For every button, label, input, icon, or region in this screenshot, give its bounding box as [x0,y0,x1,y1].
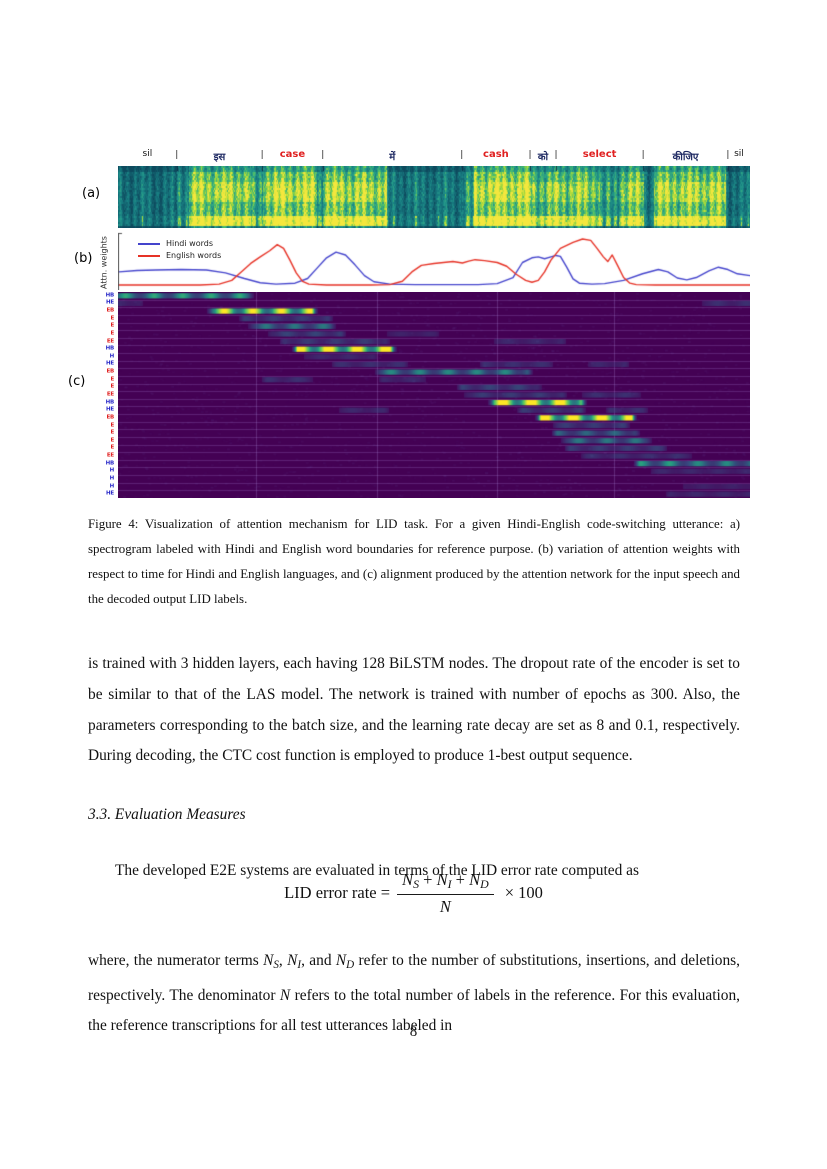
alignment-heatmap [118,292,750,498]
word-boundary-tick: | [321,150,325,160]
body-paragraph-1: is trained with 3 hidden layers, each ha… [88,655,740,765]
panel-c-label: (c) [68,374,86,389]
lid-row-label: EE [106,391,114,398]
word-boundary-tick: | [641,150,645,160]
lid-row-label: E [110,330,114,337]
figure-4: sil इस case में cash को select कीजिए sil | | | | | | | |… [0,146,827,502]
lid-row-label: H [109,475,115,482]
equation-numerator: NS + NI + ND [402,870,489,891]
lid-row-label: H [109,467,115,474]
spectrogram-panel [118,166,750,228]
word-label-row: sil इस case में cash को select कीजिए sil | | | | | | | | [118,148,750,164]
page-number: 8 [409,1024,418,1040]
lid-row-label: HE [106,360,114,367]
lid-row-label: E [110,314,114,321]
legend-label: English words [166,251,222,260]
word-boundary-tick: | [726,150,730,160]
lid-row-label: E [110,444,114,451]
lid-row-label: HB [105,398,115,405]
word-label: sil [734,149,744,159]
word-label: select [582,149,617,160]
lid-row-label: EB [106,368,114,375]
equation-suffix: × 100 [504,883,543,903]
word-label: कीजिए [672,152,699,163]
lid-row-label: E [110,421,114,428]
lid-error-rate-equation: LID error rate = NS + NI + ND N × 100 [0,870,827,917]
plot-legend: Hindi words English words [134,237,226,265]
lid-row-label: EE [106,452,114,459]
word-boundary-tick: | [528,150,532,160]
lid-row-label: HB [105,459,115,466]
lid-row-label: EE [106,337,114,344]
figure-caption: Figure 4: Visualization of attention mec… [88,517,740,606]
word-boundary-tick: | [260,150,264,160]
word-boundary-tick: | [460,150,464,160]
word-label: case [279,149,306,160]
word-label: में [389,152,396,163]
lid-row-label: E [110,383,114,390]
equation-denominator: N [397,893,494,917]
word-label: cash [483,149,509,160]
word-boundary-tick: | [175,150,179,160]
panel-b-label: (b) [74,251,93,266]
body-paragraph-2: The developed E2E systems are evaluated … [115,862,639,880]
attn-weights-axis-label: Attn. weights [99,236,109,289]
lid-row-label: EB [106,307,114,314]
equation-fraction: NS + NI + ND N [397,870,494,917]
word-label: इस [213,152,226,163]
word-label: को [537,152,549,163]
legend-line-swatch [138,254,160,257]
lid-row-label: HE [106,406,114,413]
equation-lhs: LID error rate = [284,883,391,903]
lid-row-label: E [110,322,114,329]
word-boundary-tick: | [554,150,558,160]
legend-item: English words [138,251,221,260]
lid-row-label: E [110,437,114,444]
legend-line-swatch [138,242,160,245]
lid-label-axis: HB HE EB E E E EE HB H HE EB E E EE HB HE EB E E E E EE HB H H H H… [86,292,116,498]
lid-row-label: E [110,375,114,382]
lid-row-label: HB [105,292,115,299]
legend-item: Hindi words [138,239,221,248]
lid-row-label: HE [106,299,114,306]
legend-label: Hindi words [166,239,213,248]
body-paragraph-3: where, the numerator terms NS, NI, and N… [88,952,741,1035]
lid-row-label: HB [105,345,115,352]
panel-a-label: (a) [82,186,101,201]
word-label: sil [142,149,153,159]
lid-row-label: E [110,429,114,436]
section-heading-3-3: 3.3. Evaluation Measures [88,806,246,823]
lid-row-label: HE [106,490,114,497]
lid-row-label: H [109,482,115,489]
lid-row-label: EB [106,414,114,421]
lid-row-label: H [109,353,115,360]
